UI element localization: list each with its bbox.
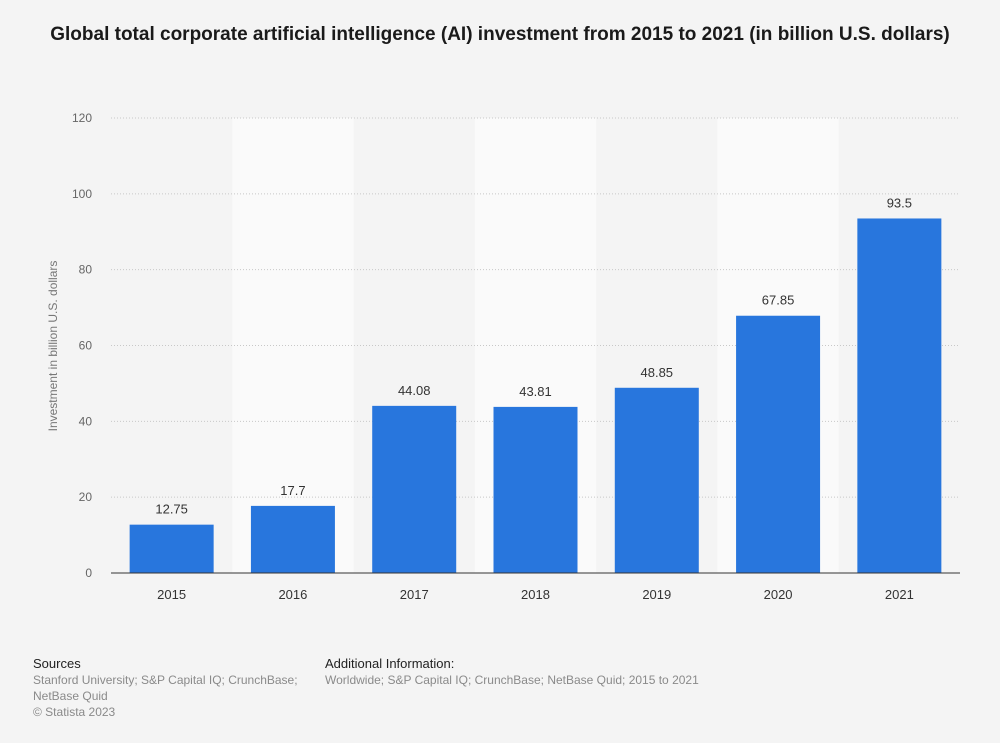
data-label: 12.75 [155, 502, 188, 517]
data-label: 44.08 [398, 383, 431, 398]
footer-additional-info: Additional Information: Worldwide; S&P C… [325, 656, 925, 688]
y-tick-label: 100 [72, 187, 92, 201]
bar [250, 505, 335, 573]
x-tick-label: 2018 [521, 587, 550, 602]
sources-title: Sources [33, 656, 81, 671]
chart-title: Global total corporate artificial intell… [50, 24, 950, 45]
data-label: 93.5 [887, 195, 912, 210]
bar [493, 406, 578, 573]
sources-line: Stanford University; S&P Capital IQ; Cru… [33, 673, 298, 687]
y-axis-ticks: 0 20 40 60 80 100 120 [72, 111, 92, 580]
bar [129, 524, 214, 573]
y-tick-label: 60 [79, 339, 93, 353]
column-band [232, 118, 354, 573]
bar-chart: 0 20 40 60 80 100 120 12.75 17.7 44.08 43.81 48.85… [46, 111, 960, 602]
x-tick-label: 2020 [764, 587, 793, 602]
y-tick-label: 120 [72, 111, 92, 125]
bar [372, 405, 457, 573]
data-label: 43.81 [519, 384, 552, 399]
y-tick-label: 80 [79, 263, 93, 277]
value-labels: 12.75 17.7 44.08 43.81 48.85 67.85 93.5 [155, 195, 912, 516]
copyright: © Statista 2023 [33, 705, 116, 719]
data-label: 17.7 [280, 483, 305, 498]
y-tick-label: 20 [79, 490, 93, 504]
y-tick-label: 40 [79, 414, 93, 428]
data-label: 48.85 [641, 365, 674, 380]
gridlines [111, 117, 960, 498]
info-line: Worldwide; S&P Capital IQ; CrunchBase; N… [325, 673, 699, 687]
x-tick-label: 2017 [400, 587, 429, 602]
footer-sources: Sources Stanford University; S&P Capital… [33, 656, 313, 720]
y-axis-label: Investment in billion U.S. dollars [46, 261, 60, 432]
bar [614, 387, 699, 573]
x-tick-label: 2021 [885, 587, 914, 602]
x-tick-label: 2016 [278, 587, 307, 602]
info-title: Additional Information: [325, 656, 455, 671]
x-tick-label: 2015 [157, 587, 186, 602]
sources-line: NetBase Quid [33, 689, 108, 703]
data-label: 67.85 [762, 293, 795, 308]
bar [736, 315, 821, 573]
y-tick-label: 0 [85, 566, 92, 580]
bar [857, 218, 942, 573]
x-axis-ticks: 2015 2016 2017 2018 2019 2020 2021 [157, 587, 914, 602]
bars [129, 218, 942, 573]
x-tick-label: 2019 [642, 587, 671, 602]
